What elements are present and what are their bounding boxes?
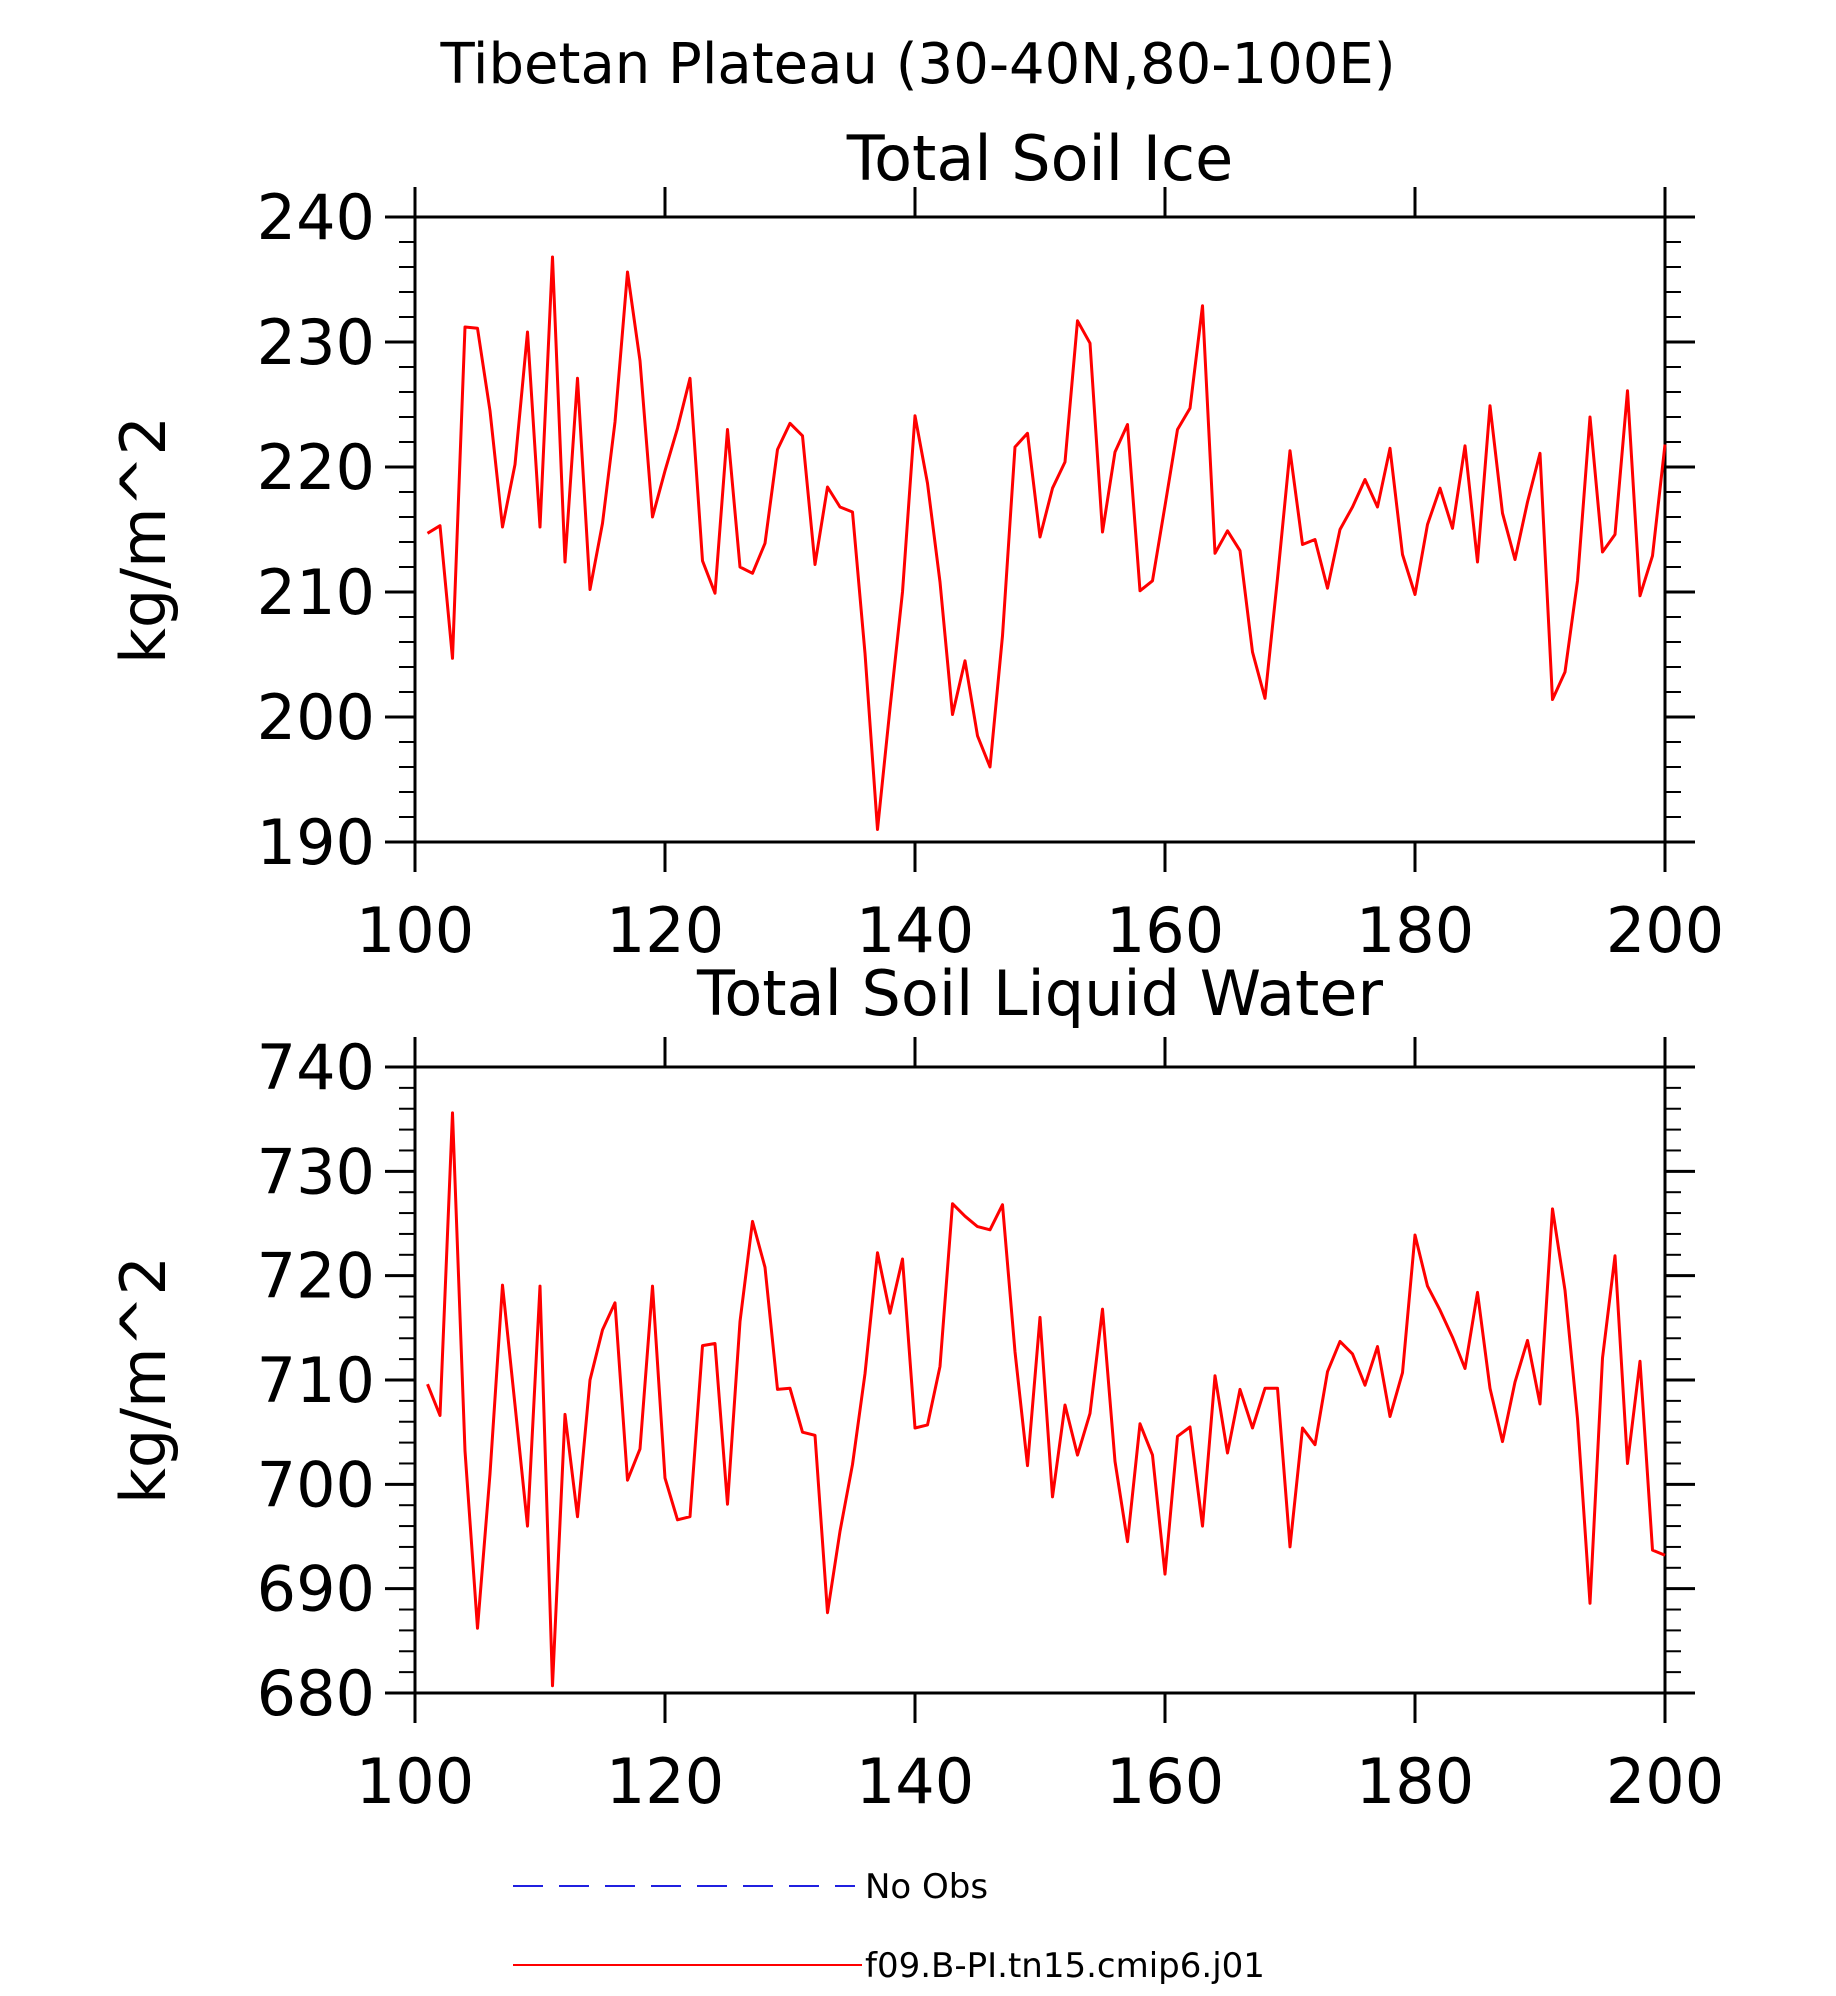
series-line	[426, 255, 1667, 831]
plot-area: 100 120 140 160 180 200 680 690 700 710 720 730 740	[257, 1031, 1725, 1818]
x-tick-label: 100	[356, 1745, 474, 1818]
x-tick-label: 180	[1356, 1745, 1474, 1818]
x-tick-label: 200	[1606, 894, 1724, 967]
y-tick-label: 700	[257, 1448, 375, 1521]
x-tick-label: 200	[1606, 1745, 1724, 1818]
x-tick-label: 160	[1106, 894, 1224, 967]
y-tick-label: 190	[257, 806, 375, 879]
y-tick-label: 230	[257, 306, 375, 379]
x-tick-label: 140	[856, 894, 974, 967]
y-tick-label: 220	[257, 431, 375, 504]
chart-title: Total Soil Liquid Water	[696, 957, 1383, 1030]
y-tick-label: 690	[257, 1553, 375, 1626]
chart-panel-soil-ice: Total Soil Ice kg/m^2 100 120 140 160 180 200…	[107, 122, 1724, 967]
plot-frame	[413, 1065, 1667, 1695]
y-tick-label: 680	[257, 1657, 375, 1730]
y-tick-label: 720	[257, 1240, 375, 1313]
x-tick-label: 120	[606, 1745, 724, 1818]
legend-label-model: f09.B-PI.tn15.cmip6.j01	[865, 1946, 1265, 1986]
y-axis-label: kg/m^2	[107, 416, 180, 664]
plot-area: 100 120 140 160 180 200 190 200 210 220 230 240	[257, 181, 1725, 967]
y-tick-label: 210	[257, 556, 375, 629]
y-tick-label: 240	[257, 181, 375, 254]
plot-frame	[413, 215, 1667, 844]
figure-title: Tibetan Plateau (30-40N,80-100E)	[439, 32, 1395, 97]
y-tick-label: 710	[257, 1344, 375, 1417]
x-tick-label: 180	[1356, 894, 1474, 967]
legend: No Obs f09.B-PI.tn15.cmip6.j01	[513, 1867, 1265, 1986]
series-line	[426, 1111, 1666, 1688]
legend-label-no-obs: No Obs	[865, 1867, 988, 1907]
x-tick-label: 120	[606, 894, 724, 967]
x-tick-label: 100	[356, 894, 474, 967]
y-tick-label: 200	[257, 681, 375, 754]
chart-title: Total Soil Ice	[846, 122, 1233, 195]
y-tick-label: 740	[257, 1031, 375, 1104]
chart-panel-soil-liquid-water: Total Soil Liquid Water kg/m^2 100 120 140…	[107, 957, 1724, 1818]
y-tick-label: 730	[257, 1135, 375, 1208]
x-tick-label: 140	[856, 1745, 974, 1818]
y-axis-label: kg/m^2	[107, 1256, 180, 1504]
x-tick-label: 160	[1106, 1745, 1224, 1818]
